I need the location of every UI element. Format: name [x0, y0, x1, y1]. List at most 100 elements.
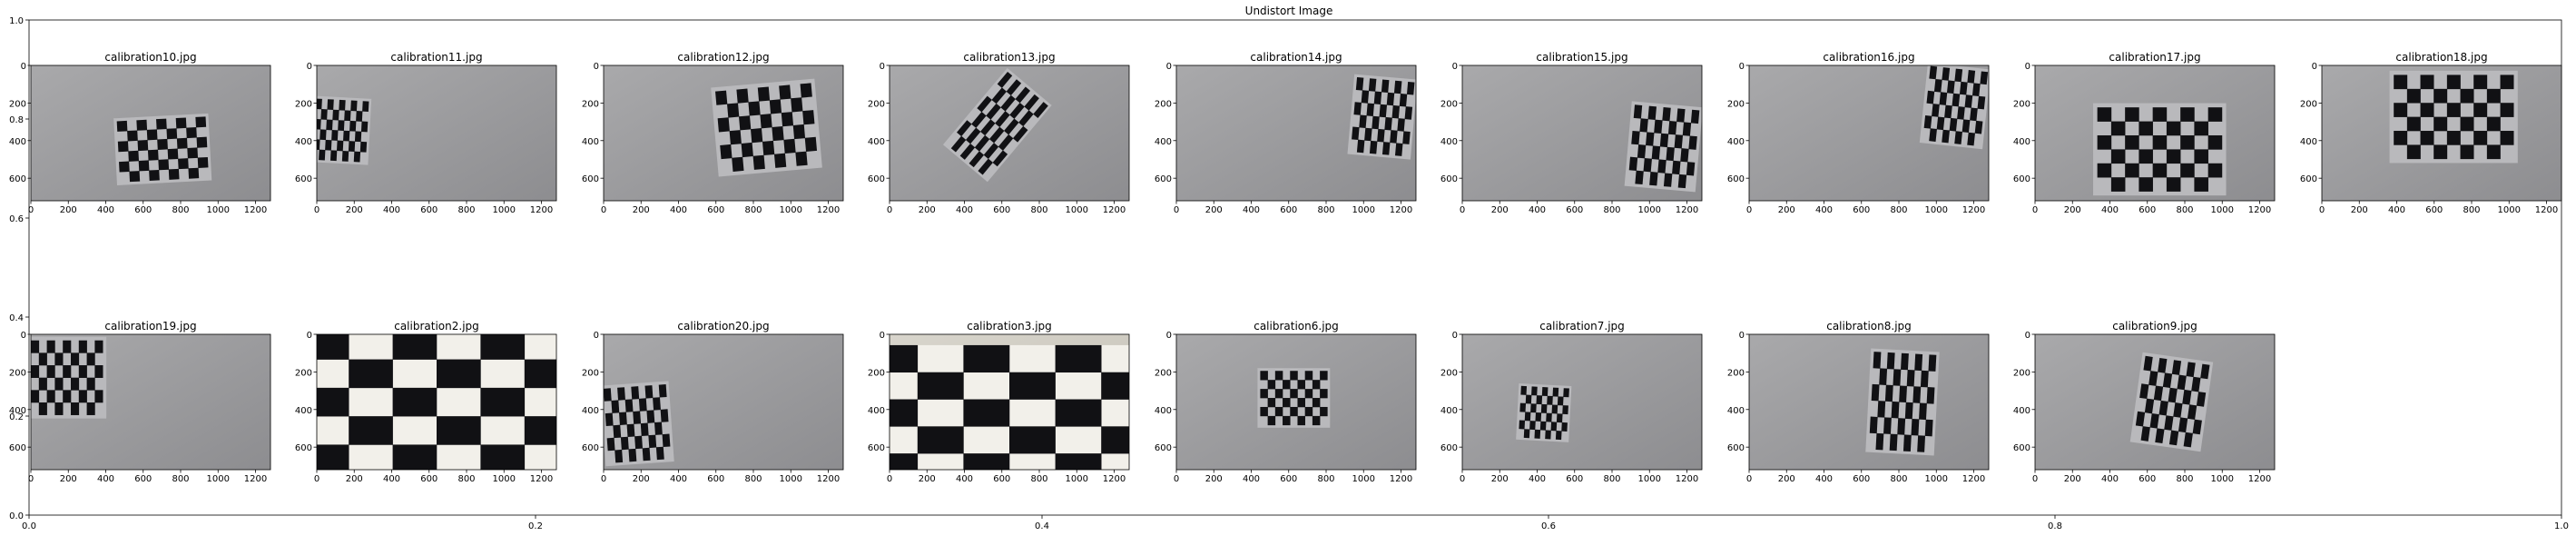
checker-square: [2194, 177, 2208, 192]
panel-y-tick-label: 400: [9, 406, 26, 416]
checker-square: [992, 150, 1008, 167]
checker-square: [1018, 110, 1034, 127]
panel-x-tick-label: 600: [2425, 205, 2443, 215]
checker-square: [1267, 398, 1276, 408]
checkerboard: [711, 78, 822, 177]
panel-y-tick-label: 600: [2300, 174, 2317, 184]
panel-x-tick-label: 1000: [1638, 474, 1661, 484]
checker-square: [2460, 116, 2474, 132]
checker-square: [890, 399, 919, 427]
checkerboard: [317, 95, 372, 165]
panel-x-tick-label: 0: [1174, 474, 1179, 484]
panel-x-tick-label: 1000: [493, 205, 516, 215]
checker-square: [2460, 144, 2474, 160]
checker-square: [1875, 432, 1884, 451]
checker-square: [158, 159, 170, 171]
checker-square: [1312, 398, 1321, 408]
checker-square: [1942, 67, 1951, 81]
checker-square: [1267, 415, 1276, 426]
checker-square: [1009, 426, 1056, 454]
checker-square: [963, 453, 1010, 470]
panel-frame: [1748, 333, 1990, 471]
checker-square: [615, 449, 624, 463]
panel-x-tick-label: 1200: [530, 474, 553, 484]
checker-square: [1637, 144, 1647, 159]
panel-x-tick-label: 600: [134, 474, 152, 484]
panel-title: calibration18.jpg: [2395, 51, 2487, 64]
checker-square: [138, 160, 150, 172]
checker-square: [631, 386, 640, 400]
checker-square: [783, 138, 796, 154]
checker-square: [1397, 118, 1405, 132]
panel-frame: [1748, 65, 1990, 202]
outer-x-tick-label: 0.8: [2048, 521, 2062, 531]
checker-square: [31, 365, 40, 378]
checker-square: [1524, 412, 1531, 422]
checker-square: [1662, 107, 1671, 122]
panel-x-tick-label: 400: [2101, 474, 2119, 484]
checker-square: [38, 402, 47, 415]
panel-x-tick-label: 800: [2463, 205, 2480, 215]
panel-x-tick-label: 600: [1566, 474, 1583, 484]
panel-frame: [2321, 65, 2562, 202]
checker-square: [1381, 142, 1391, 155]
checker-square: [2486, 88, 2501, 104]
checker-square: [1283, 398, 1291, 408]
panel-x-tick-label: 600: [1566, 205, 1583, 215]
checker-square: [166, 128, 178, 140]
panel-y-tick-label: 0: [1166, 331, 1172, 341]
checker-square: [196, 136, 208, 148]
panel-image: [317, 334, 556, 470]
checker-square: [317, 334, 349, 360]
panel-y-tick-label: 600: [1440, 174, 1458, 184]
checker-square: [998, 134, 1014, 151]
checker-square: [2177, 374, 2187, 391]
checker-square: [319, 149, 326, 161]
checker-square: [640, 422, 649, 436]
panel-x-tick-label: 0: [601, 205, 606, 215]
panel-y-tick-label: 0: [1739, 331, 1745, 341]
panel-frame: [316, 333, 557, 471]
checker-square: [1531, 386, 1538, 396]
panel-x-tick-label: 600: [1853, 474, 1870, 484]
checker-square: [1391, 104, 1401, 119]
panel-x-tick-label: 0: [28, 474, 34, 484]
checker-square: [653, 397, 661, 411]
panel-y-tick-label: 600: [582, 174, 599, 184]
checker-square: [86, 352, 95, 366]
panel-y-tick-label: 400: [2013, 137, 2030, 147]
checker-square: [1631, 130, 1640, 145]
panel-y-tick-label: 0: [1452, 331, 1458, 341]
checker-square: [738, 115, 752, 131]
checker-square: [890, 453, 919, 470]
checker-square: [332, 109, 339, 121]
checker-square: [974, 134, 990, 152]
checker-square: [963, 344, 1010, 373]
checker-square: [626, 423, 635, 438]
checker-square: [2207, 163, 2223, 178]
checker-square: [1912, 386, 1922, 403]
panel-image: [317, 65, 556, 201]
checker-square: [1928, 354, 1937, 372]
panel-x-tick-label: 1000: [2211, 474, 2234, 484]
panel-frame: [1461, 65, 1703, 202]
checker-square: [1954, 131, 1962, 144]
outer-axes-frame: [28, 19, 2562, 516]
panel-x-tick-label: 400: [956, 205, 973, 215]
panel-image: [1749, 334, 1989, 470]
checker-square: [1919, 402, 1927, 421]
panel-image: [890, 334, 1129, 470]
checker-square: [620, 436, 629, 451]
checker-square: [327, 99, 334, 111]
checker-square: [2500, 131, 2514, 145]
checker-square: [1682, 122, 1692, 136]
checker-square: [2433, 144, 2448, 160]
panel-x-tick-label: 0: [2032, 474, 2038, 484]
panel-image: [604, 334, 843, 470]
checker-square: [2394, 131, 2408, 145]
panel-y-tick-label: 600: [1155, 443, 1172, 453]
panel-frame: [316, 65, 557, 202]
checker-square: [1404, 106, 1413, 120]
checker-square: [1539, 421, 1547, 431]
panel-y-tick-label: 200: [9, 99, 26, 109]
